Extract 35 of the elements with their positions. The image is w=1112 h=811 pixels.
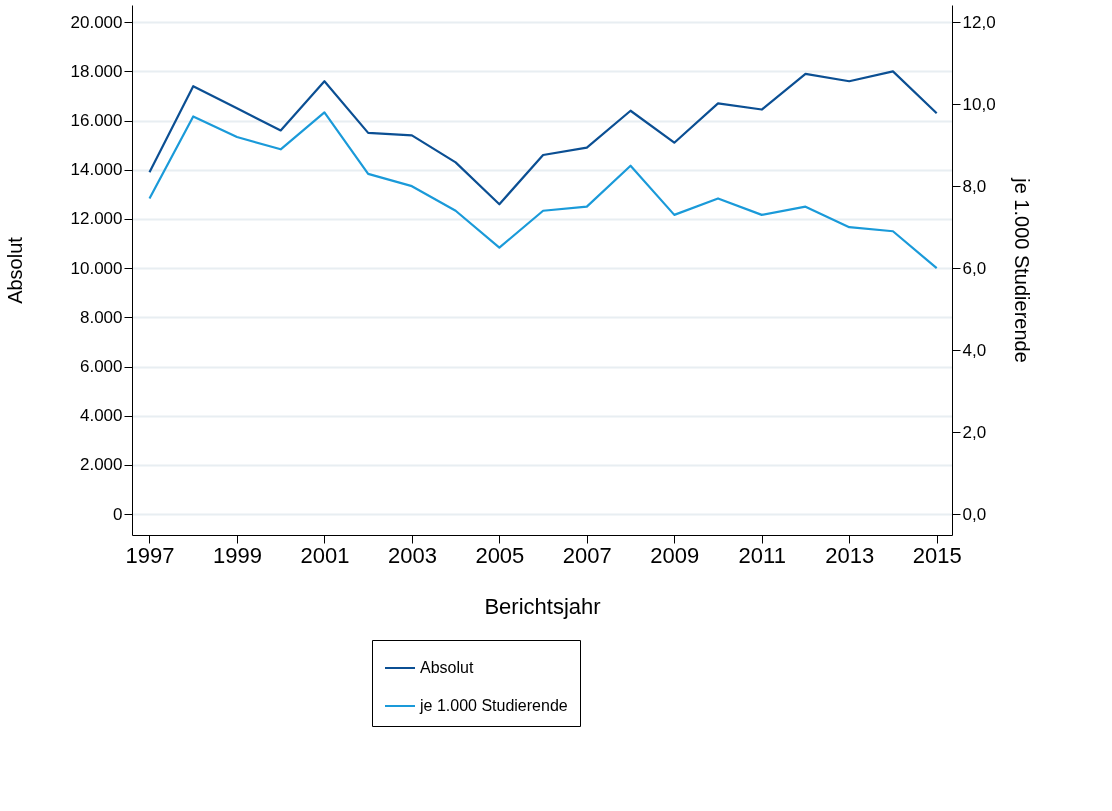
x-tick-label: 2001 <box>300 542 350 568</box>
x-axis-title: Berichtsjahr <box>484 593 601 619</box>
x-tick-label: 2005 <box>475 542 525 568</box>
y-axis-title: Absolut <box>3 236 26 304</box>
x-tick-label: 2009 <box>650 542 700 568</box>
y-tick-label: 20.000 <box>70 12 123 32</box>
y-tick-label: 0 <box>113 504 123 524</box>
x-tick-label: 1997 <box>125 542 175 568</box>
y2-tick-label: 2,0 <box>962 422 987 442</box>
y-tick-label: 8.000 <box>79 307 123 327</box>
y-tick-label: 10.000 <box>70 258 123 278</box>
legend-label: Absolut <box>420 659 474 676</box>
legend-label: je 1.000 Studierende <box>419 697 568 714</box>
y2-tick-label: 10,0 <box>962 94 996 114</box>
y2-tick-label: 6,0 <box>962 258 987 278</box>
x-tick-label: 2011 <box>738 542 786 568</box>
y-tick-label: 16.000 <box>70 111 123 131</box>
y2-tick-label: 8,0 <box>962 176 987 196</box>
x-tick-label: 2015 <box>912 542 962 568</box>
y2-tick-label: 4,0 <box>962 340 987 360</box>
line-series <box>148 70 938 206</box>
y2-tick-label: 0,0 <box>962 504 987 524</box>
y2-axis-title: je 1.000 Studierende <box>1010 177 1033 363</box>
y-tick-label: 12.000 <box>70 209 123 229</box>
y-tick-label: 2.000 <box>79 455 123 475</box>
line-series <box>148 111 938 270</box>
y-tick-label: 14.000 <box>70 160 123 180</box>
y-tick-label: 18.000 <box>70 61 123 81</box>
x-tick-label: 2007 <box>562 542 612 568</box>
y2-tick-label: 12,0 <box>962 12 996 32</box>
x-tick-label: 1999 <box>212 542 262 568</box>
y-tick-label: 4.000 <box>79 406 123 426</box>
x-tick-label: 2003 <box>387 542 437 568</box>
y-tick-label: 6.000 <box>79 357 123 377</box>
x-tick-label: 2013 <box>825 542 875 568</box>
